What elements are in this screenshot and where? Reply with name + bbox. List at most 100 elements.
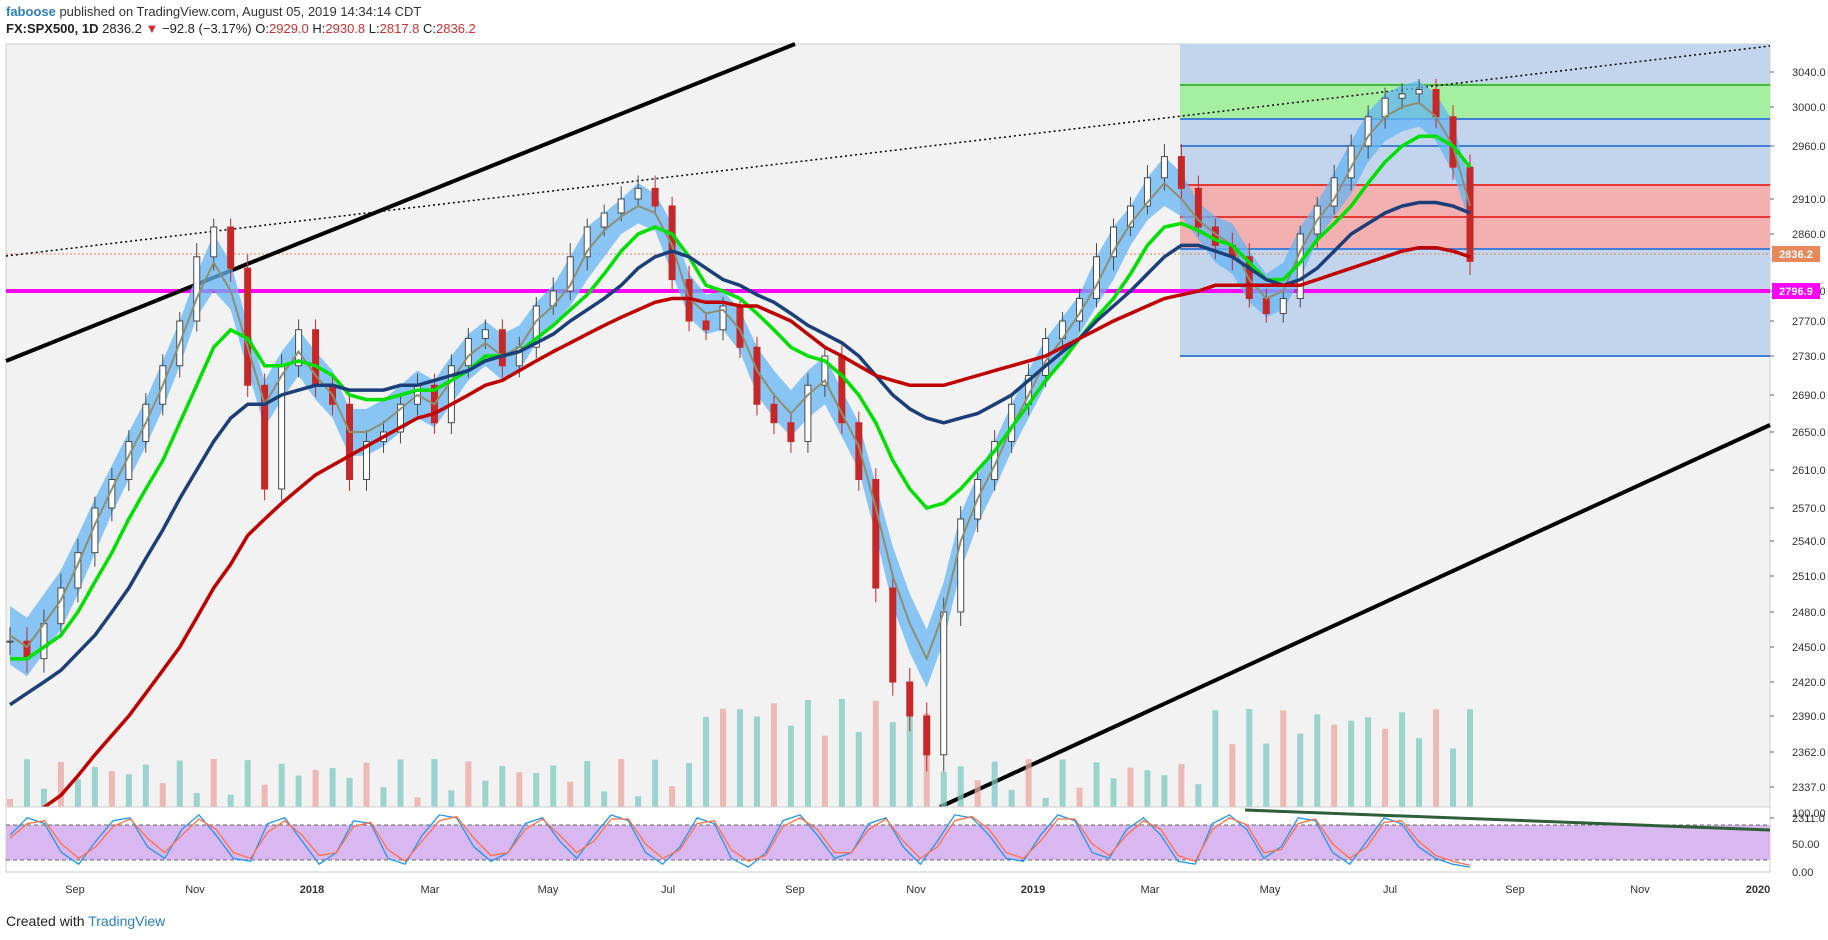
time-tick-label: 2019 <box>1021 884 1045 896</box>
stoch-tick-label: 0.00 <box>1792 867 1813 879</box>
price-tick-label: 2910.0 <box>1792 194 1826 206</box>
volume-bar <box>57 761 64 807</box>
volume-bar <box>940 771 947 807</box>
volume-bar <box>1008 789 1015 807</box>
volume-bar <box>516 772 523 807</box>
stoch-band <box>6 825 1770 860</box>
volume-bar <box>957 766 964 807</box>
candle-body <box>193 256 201 322</box>
time-tick-label: Mar <box>421 884 440 896</box>
volume-bars <box>7 699 1473 807</box>
upper-trendline <box>5 42 796 363</box>
volume-bar <box>1161 775 1168 807</box>
price-tick-label: 2960.0 <box>1792 141 1826 153</box>
candle-body <box>1398 93 1406 99</box>
footer: Created with TradingView <box>6 913 165 929</box>
price-tick-label: 2311.0 <box>1792 813 1825 825</box>
volume-bar <box>872 700 879 807</box>
volume-bar <box>1178 764 1185 807</box>
candle-body <box>600 212 608 228</box>
candle-body <box>447 365 455 424</box>
volume-bar <box>244 760 251 807</box>
stoch-axis[interactable]: 100.00 50.00 0.00 <box>1792 808 1826 879</box>
price-chart[interactable]: 3040.03000.02960.02910.02860.02810.02770… <box>0 0 1828 900</box>
author-name[interactable]: faboose <box>6 4 56 19</box>
time-tick-label: 2020 <box>1746 884 1770 896</box>
price-tick-label: 2570.0 <box>1792 503 1826 515</box>
volume-bar <box>686 763 693 807</box>
volume-bar <box>821 735 828 807</box>
candle-body <box>906 681 914 717</box>
open-value: 2929.0 <box>269 21 309 36</box>
volume-bar <box>176 760 183 807</box>
volume-bar <box>1433 709 1440 807</box>
volume-bar <box>210 759 217 807</box>
stoch-tick-label: 50.00 <box>1792 839 1820 851</box>
candle-body <box>1109 226 1117 258</box>
time-axis[interactable]: Sep Nov 2018 Mar May Jul Sep Nov 2019 Mar May Jul Se… <box>65 884 1770 896</box>
volume-bar <box>1246 709 1253 807</box>
volume-bar <box>1042 797 1049 807</box>
price-tick-label: 2690.0 <box>1792 390 1826 402</box>
candle-body <box>278 365 286 490</box>
candles <box>6 79 1474 772</box>
price-badge-label: 2836.2 <box>1779 249 1813 261</box>
candle-body <box>804 384 812 442</box>
volume-bar <box>669 786 676 807</box>
price-tick-label: 2540.0 <box>1792 536 1826 548</box>
time-tick-label: 2018 <box>300 884 324 896</box>
volume-bar <box>1280 710 1287 807</box>
time-tick-label: Nov <box>906 884 926 896</box>
volume-bar <box>618 759 625 807</box>
price-badge <box>1772 283 1820 299</box>
moving-averages <box>8 101 1472 833</box>
volume-bar <box>550 765 557 807</box>
time-tick-label: Jul <box>1383 884 1397 896</box>
stoch-lines <box>9 813 1471 868</box>
price-tick-label: 2337.0 <box>1792 782 1826 794</box>
candle-body <box>498 329 506 367</box>
price-axis[interactable]: 3040.03000.02960.02910.02860.02810.02770… <box>1770 67 1826 825</box>
volume-bar <box>601 791 608 807</box>
price-tick-label: 2510.0 <box>1792 571 1826 583</box>
volume-bar <box>1382 728 1389 807</box>
candle-body <box>396 403 404 433</box>
ema-long-line <box>8 245 1471 833</box>
volume-bar <box>1365 717 1372 807</box>
candle-body <box>668 205 676 281</box>
change-arrow: ▼ <box>145 21 159 36</box>
price-tick-label: 2450.0 <box>1792 642 1826 654</box>
volume-bar <box>991 761 998 807</box>
volume-bar <box>363 762 370 807</box>
time-tick-label: Sep <box>1505 884 1525 896</box>
volume-bar <box>346 777 353 807</box>
volume-bar <box>838 699 845 807</box>
volume-bar <box>567 781 574 807</box>
candle-body <box>1432 89 1440 118</box>
time-tick-label: Nov <box>1630 884 1650 896</box>
volume-bar <box>703 716 710 807</box>
created-with-text: Created with <box>6 913 85 929</box>
price-tick-label: 2730.0 <box>1792 351 1826 363</box>
price-badge <box>1772 246 1820 262</box>
candle-body <box>1126 205 1134 228</box>
candle-body <box>957 518 965 613</box>
volume-bar <box>482 780 489 807</box>
volume-bar <box>1263 743 1270 807</box>
price-badges: 2836.2 2796.9 <box>1772 246 1820 299</box>
candle-body <box>1279 298 1287 314</box>
stoch-trendline <box>1244 808 1771 832</box>
volume-bar <box>1399 712 1406 807</box>
volume-bar <box>414 797 421 807</box>
candle-body <box>346 403 354 480</box>
candle-body <box>719 305 727 331</box>
volume-bar <box>1076 787 1083 807</box>
tradingview-brand[interactable]: TradingView <box>88 913 166 929</box>
high-value: 2930.8 <box>325 21 366 36</box>
high-label: H: <box>312 21 326 36</box>
candle-body <box>227 226 235 269</box>
price-tick-label: 3000.0 <box>1792 102 1826 114</box>
candle-body <box>464 338 472 367</box>
volume-bar <box>23 759 30 807</box>
candle-body <box>583 226 591 258</box>
